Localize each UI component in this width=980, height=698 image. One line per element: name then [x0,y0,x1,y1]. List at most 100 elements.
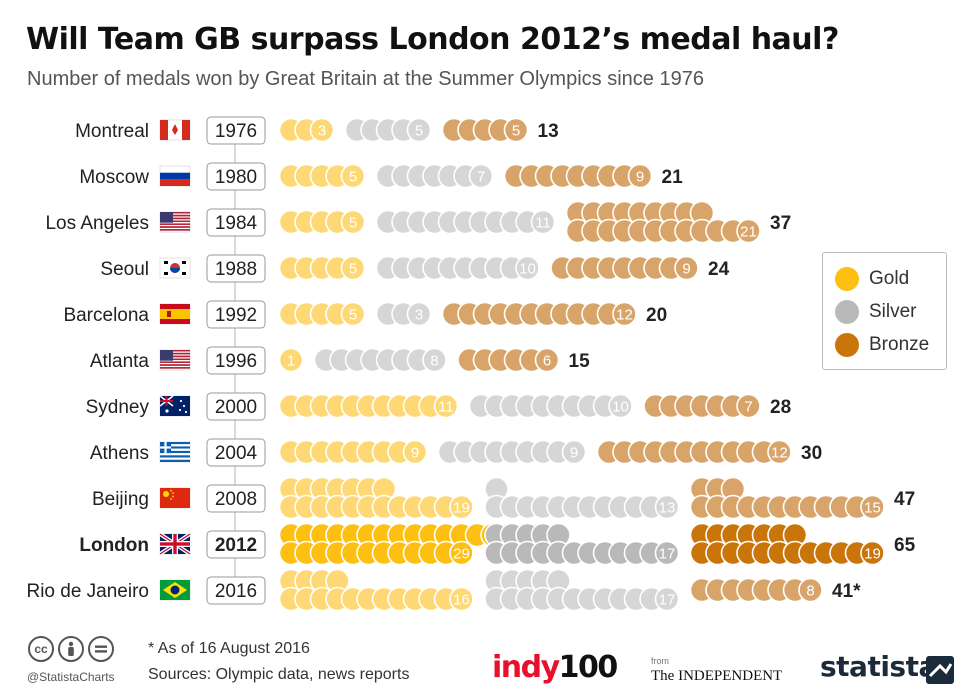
row-1976: Montreal 1976 3 5 5 13 [75,116,559,145]
silver-medal [422,347,447,373]
flag-part [160,444,190,447]
flag-part [170,489,172,492]
bronze-medal [860,540,885,566]
flag-part [160,355,190,358]
statista-logo: statista [820,650,937,683]
flag-part [160,450,190,454]
flag-part [163,491,169,497]
row-2012: London 2012 29 17 19 65 [79,522,916,566]
year-label: 1980 [215,167,257,188]
flag-part [184,410,188,414]
city-label: Beijing [92,489,149,510]
total-label: 65 [894,535,916,556]
year-label: 1976 [215,121,257,142]
flag-part [167,311,171,317]
total-label: 37 [770,213,791,234]
bronze-medal [534,347,560,373]
flag-part [160,358,190,361]
statista-handle: @StatistaCharts [27,670,115,684]
row-2016: Rio de Janeiro 2016 16 17 8 41* [26,568,861,612]
legend-label: Gold [869,268,910,289]
bronze-medal [627,163,653,189]
row-1984: Los Angeles 1984 5 11 21 37 [45,200,791,244]
total-label: 41* [832,581,861,602]
gold-medal [449,540,474,566]
flag-part [160,448,190,451]
statista-logo-icon [926,656,954,684]
gold-count-label: 5 [349,307,357,324]
row-1992: Barcelona 1992 5 3 12 20 [63,300,667,329]
chart-subtitle: Number of medals won by Great Britain at… [27,68,704,90]
total-label: 47 [894,489,915,510]
row-1980: Moscow 1980 5 7 9 21 [79,162,684,191]
flag-part [172,495,174,498]
silver-count-label: 9 [570,445,578,462]
total-label: 21 [662,167,684,188]
flag-part [160,223,190,225]
row-2008: Beijing 2008 19 13 15 47 [92,476,915,520]
row-2000: Sydney 2000 11 10 7 28 [86,392,791,421]
silver-medal [530,209,556,235]
flag-part [178,408,182,412]
bronze-count-label: 19 [864,546,881,563]
year-box [206,484,266,513]
city-label: Athens [90,443,149,464]
bronze-medal [612,301,637,327]
city-label: Los Angeles [45,213,149,234]
flag-part [160,446,190,449]
legend-label: Silver [869,301,917,322]
flag-part [160,226,190,228]
year-label: 1992 [215,305,257,326]
year-box [206,162,266,191]
gold-count-label: 29 [453,546,470,563]
legend-item-bronze: Bronze [835,331,929,359]
bronze-count-label: 8 [806,583,814,600]
year-label: 2000 [215,397,257,418]
year-box [206,254,266,283]
flag-part [160,446,171,449]
gold-medal [278,347,304,373]
independent-logo: The INDEPENDENT [651,668,783,684]
flag-part [160,229,190,231]
cc-icon: cc [28,636,54,662]
flag-part [172,492,174,494]
total-label: 15 [569,351,591,372]
attribution-icon [58,636,84,662]
gold-medal [402,439,428,465]
year-label: 1984 [215,213,258,234]
bronze-count-label: 5 [512,123,520,140]
bronze-medal [767,439,792,465]
gold-count-label: 9 [411,445,419,462]
city-label: London [79,535,149,556]
flag-part [160,309,190,319]
bronze-medal [860,494,885,520]
bronze-count-label: 12 [616,307,633,324]
flag-part [160,453,190,456]
bronze-count-label: 6 [543,353,551,370]
year-label: 2008 [215,489,257,510]
silver-count-label: 7 [477,169,485,186]
flag-part [164,261,168,264]
gold-count-label: 16 [453,592,470,609]
flag-part [160,319,190,324]
flag-part [170,268,180,273]
flag-part [160,172,190,180]
gold-count-label: 5 [349,215,357,232]
year-box [206,392,266,421]
silver-count-label: 11 [535,215,551,232]
year-label: 2004 [215,443,258,464]
flag-part [160,304,190,309]
year-box [206,530,266,559]
total-label: 13 [538,121,559,142]
silver-medal [406,301,432,327]
gold-medal [340,163,366,189]
year-box [206,208,266,237]
gold-dot-icon [835,267,859,291]
total-label: 24 [708,259,730,280]
year-label: 1988 [215,259,257,280]
flag-part [160,352,190,355]
flag-part [160,212,190,214]
silver-medal [468,163,494,189]
city-label: Seoul [100,259,149,280]
bronze-medal [503,117,529,143]
